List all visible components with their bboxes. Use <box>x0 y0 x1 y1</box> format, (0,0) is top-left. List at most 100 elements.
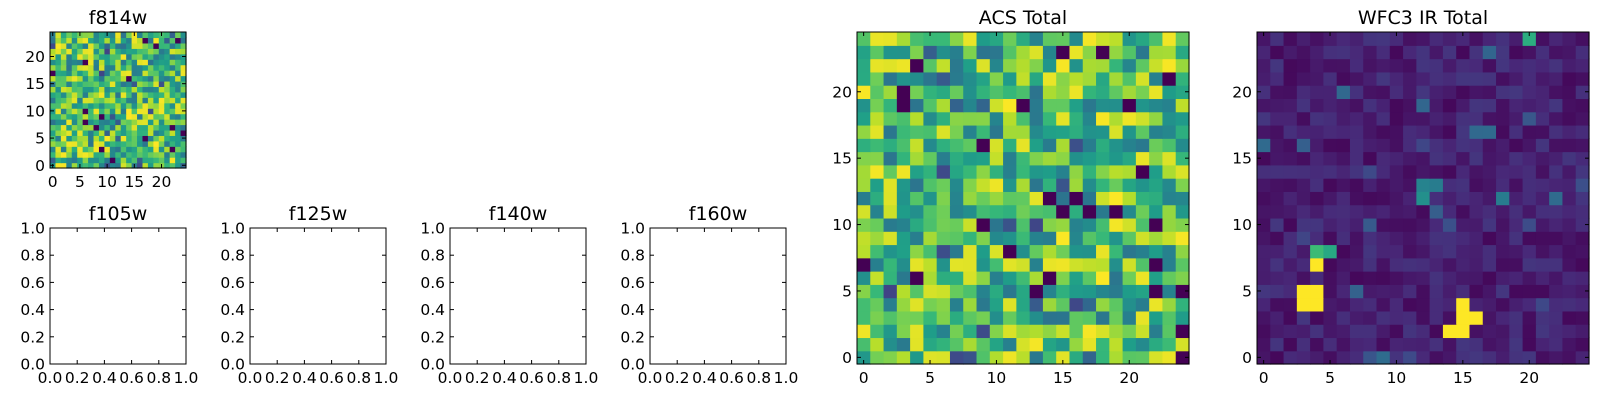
heatmap-cell <box>1082 98 1097 113</box>
heatmap-cell <box>1323 217 1338 232</box>
heatmap-cell <box>1149 164 1164 179</box>
heatmap-cell <box>896 138 911 153</box>
heatmap-cell <box>147 75 154 82</box>
heatmap-cell <box>88 91 95 98</box>
heatmap-cell <box>1349 284 1364 299</box>
heatmap-cell <box>976 297 991 312</box>
heatmap-cell <box>1149 151 1164 166</box>
heatmap-cell <box>923 284 938 299</box>
heatmap-cell <box>989 164 1004 179</box>
heatmap-cell <box>910 337 924 352</box>
heatmap-cell <box>1535 324 1550 339</box>
heatmap-cell <box>158 97 165 104</box>
heatmap-cell <box>50 86 57 93</box>
heatmap-cell <box>147 157 154 164</box>
heatmap-cells <box>1257 32 1590 365</box>
heatmap-cell <box>126 119 133 126</box>
heatmap-cell <box>883 71 898 86</box>
heatmap-cell <box>989 297 1004 312</box>
heatmap-cell <box>1456 111 1471 126</box>
heatmap-cell <box>1349 191 1364 206</box>
heatmap-cell <box>147 151 154 158</box>
heatmap-cell <box>55 70 62 77</box>
heatmap-cell <box>88 80 95 87</box>
heatmap-cell <box>857 98 871 113</box>
heatmap-cell <box>1562 151 1577 166</box>
heatmap-cell <box>1296 32 1311 46</box>
heatmap-cell <box>1056 58 1071 73</box>
heatmap-cell <box>1296 244 1311 259</box>
heatmap-cell <box>1257 231 1271 246</box>
heatmap-cell <box>1016 337 1031 352</box>
heatmap-cell <box>1496 324 1510 339</box>
heatmap-cell <box>1135 85 1150 99</box>
heatmap-cell <box>147 37 154 44</box>
heatmap-cell <box>66 140 73 147</box>
heatmap-cell <box>1376 151 1391 166</box>
heatmap-cell <box>98 80 105 87</box>
heatmap-cell <box>115 102 122 109</box>
heatmap-cell <box>71 75 78 82</box>
heatmap-cell <box>104 108 111 115</box>
heatmap-cell <box>82 113 89 120</box>
heatmap-cell <box>1042 111 1057 126</box>
heatmap-cell <box>976 257 991 272</box>
heatmap-cell <box>1003 284 1017 299</box>
heatmap-cell <box>1149 85 1164 99</box>
heatmap-cell <box>1562 204 1577 219</box>
heatmap-cell <box>1535 244 1550 259</box>
x-tick-label: 20 <box>1519 369 1539 387</box>
heatmap-cell <box>1296 231 1311 246</box>
panel-title: f140w <box>489 203 548 225</box>
heatmap-cell <box>71 157 78 164</box>
heatmap-cell <box>1363 310 1378 325</box>
heatmap-cell <box>109 53 116 60</box>
heatmap-cell <box>1082 178 1097 192</box>
heatmap-cell <box>1389 151 1404 166</box>
heatmap-cell <box>1270 178 1285 192</box>
heatmap-cell <box>857 324 871 339</box>
heatmap-cell <box>1416 217 1431 232</box>
heatmap-cell <box>1257 58 1271 73</box>
heatmap-cell <box>896 244 911 259</box>
heatmap-cell <box>153 75 160 82</box>
heatmap-cell <box>896 271 911 285</box>
heatmap-cell <box>883 98 898 113</box>
heatmap-cell <box>989 324 1004 339</box>
y-tick-label: 20 <box>25 48 45 66</box>
heatmap-cell <box>910 111 924 126</box>
heatmap-cell <box>1323 271 1338 285</box>
heatmap-cell <box>109 124 116 131</box>
heatmap-cell <box>115 162 122 169</box>
heatmap-cell <box>1376 164 1391 179</box>
heatmap-cell <box>1082 310 1097 325</box>
heatmap-cell <box>66 37 73 44</box>
heatmap-cell <box>180 113 187 120</box>
heatmap-cell <box>1429 217 1444 232</box>
heatmap-cells <box>857 32 1190 365</box>
heatmap-cell <box>1283 124 1298 139</box>
heatmap-cell <box>137 124 144 131</box>
heatmap-cell <box>71 140 78 147</box>
heatmap-cell <box>976 138 991 153</box>
heatmap-cell <box>1175 324 1190 339</box>
heatmap-cell <box>169 119 176 126</box>
heatmap-cell <box>126 86 133 93</box>
heatmap-cell <box>1323 284 1338 299</box>
y-tick-label: 0 <box>842 349 852 367</box>
heatmap-cell <box>1349 310 1364 325</box>
heatmap-cell <box>1575 178 1590 192</box>
heatmap-cell <box>1456 337 1471 352</box>
heatmap-cell <box>1456 217 1471 232</box>
heatmap-cell <box>1323 310 1338 325</box>
heatmap-cell <box>1575 45 1590 60</box>
heatmap-cell <box>1069 164 1084 179</box>
heatmap-cell <box>1535 164 1550 179</box>
heatmap-cell <box>93 157 100 164</box>
heatmap-cell <box>1122 297 1137 312</box>
heatmap-cell <box>1482 151 1497 166</box>
heatmap-cell <box>1403 164 1417 179</box>
heatmap-cell <box>60 91 67 98</box>
